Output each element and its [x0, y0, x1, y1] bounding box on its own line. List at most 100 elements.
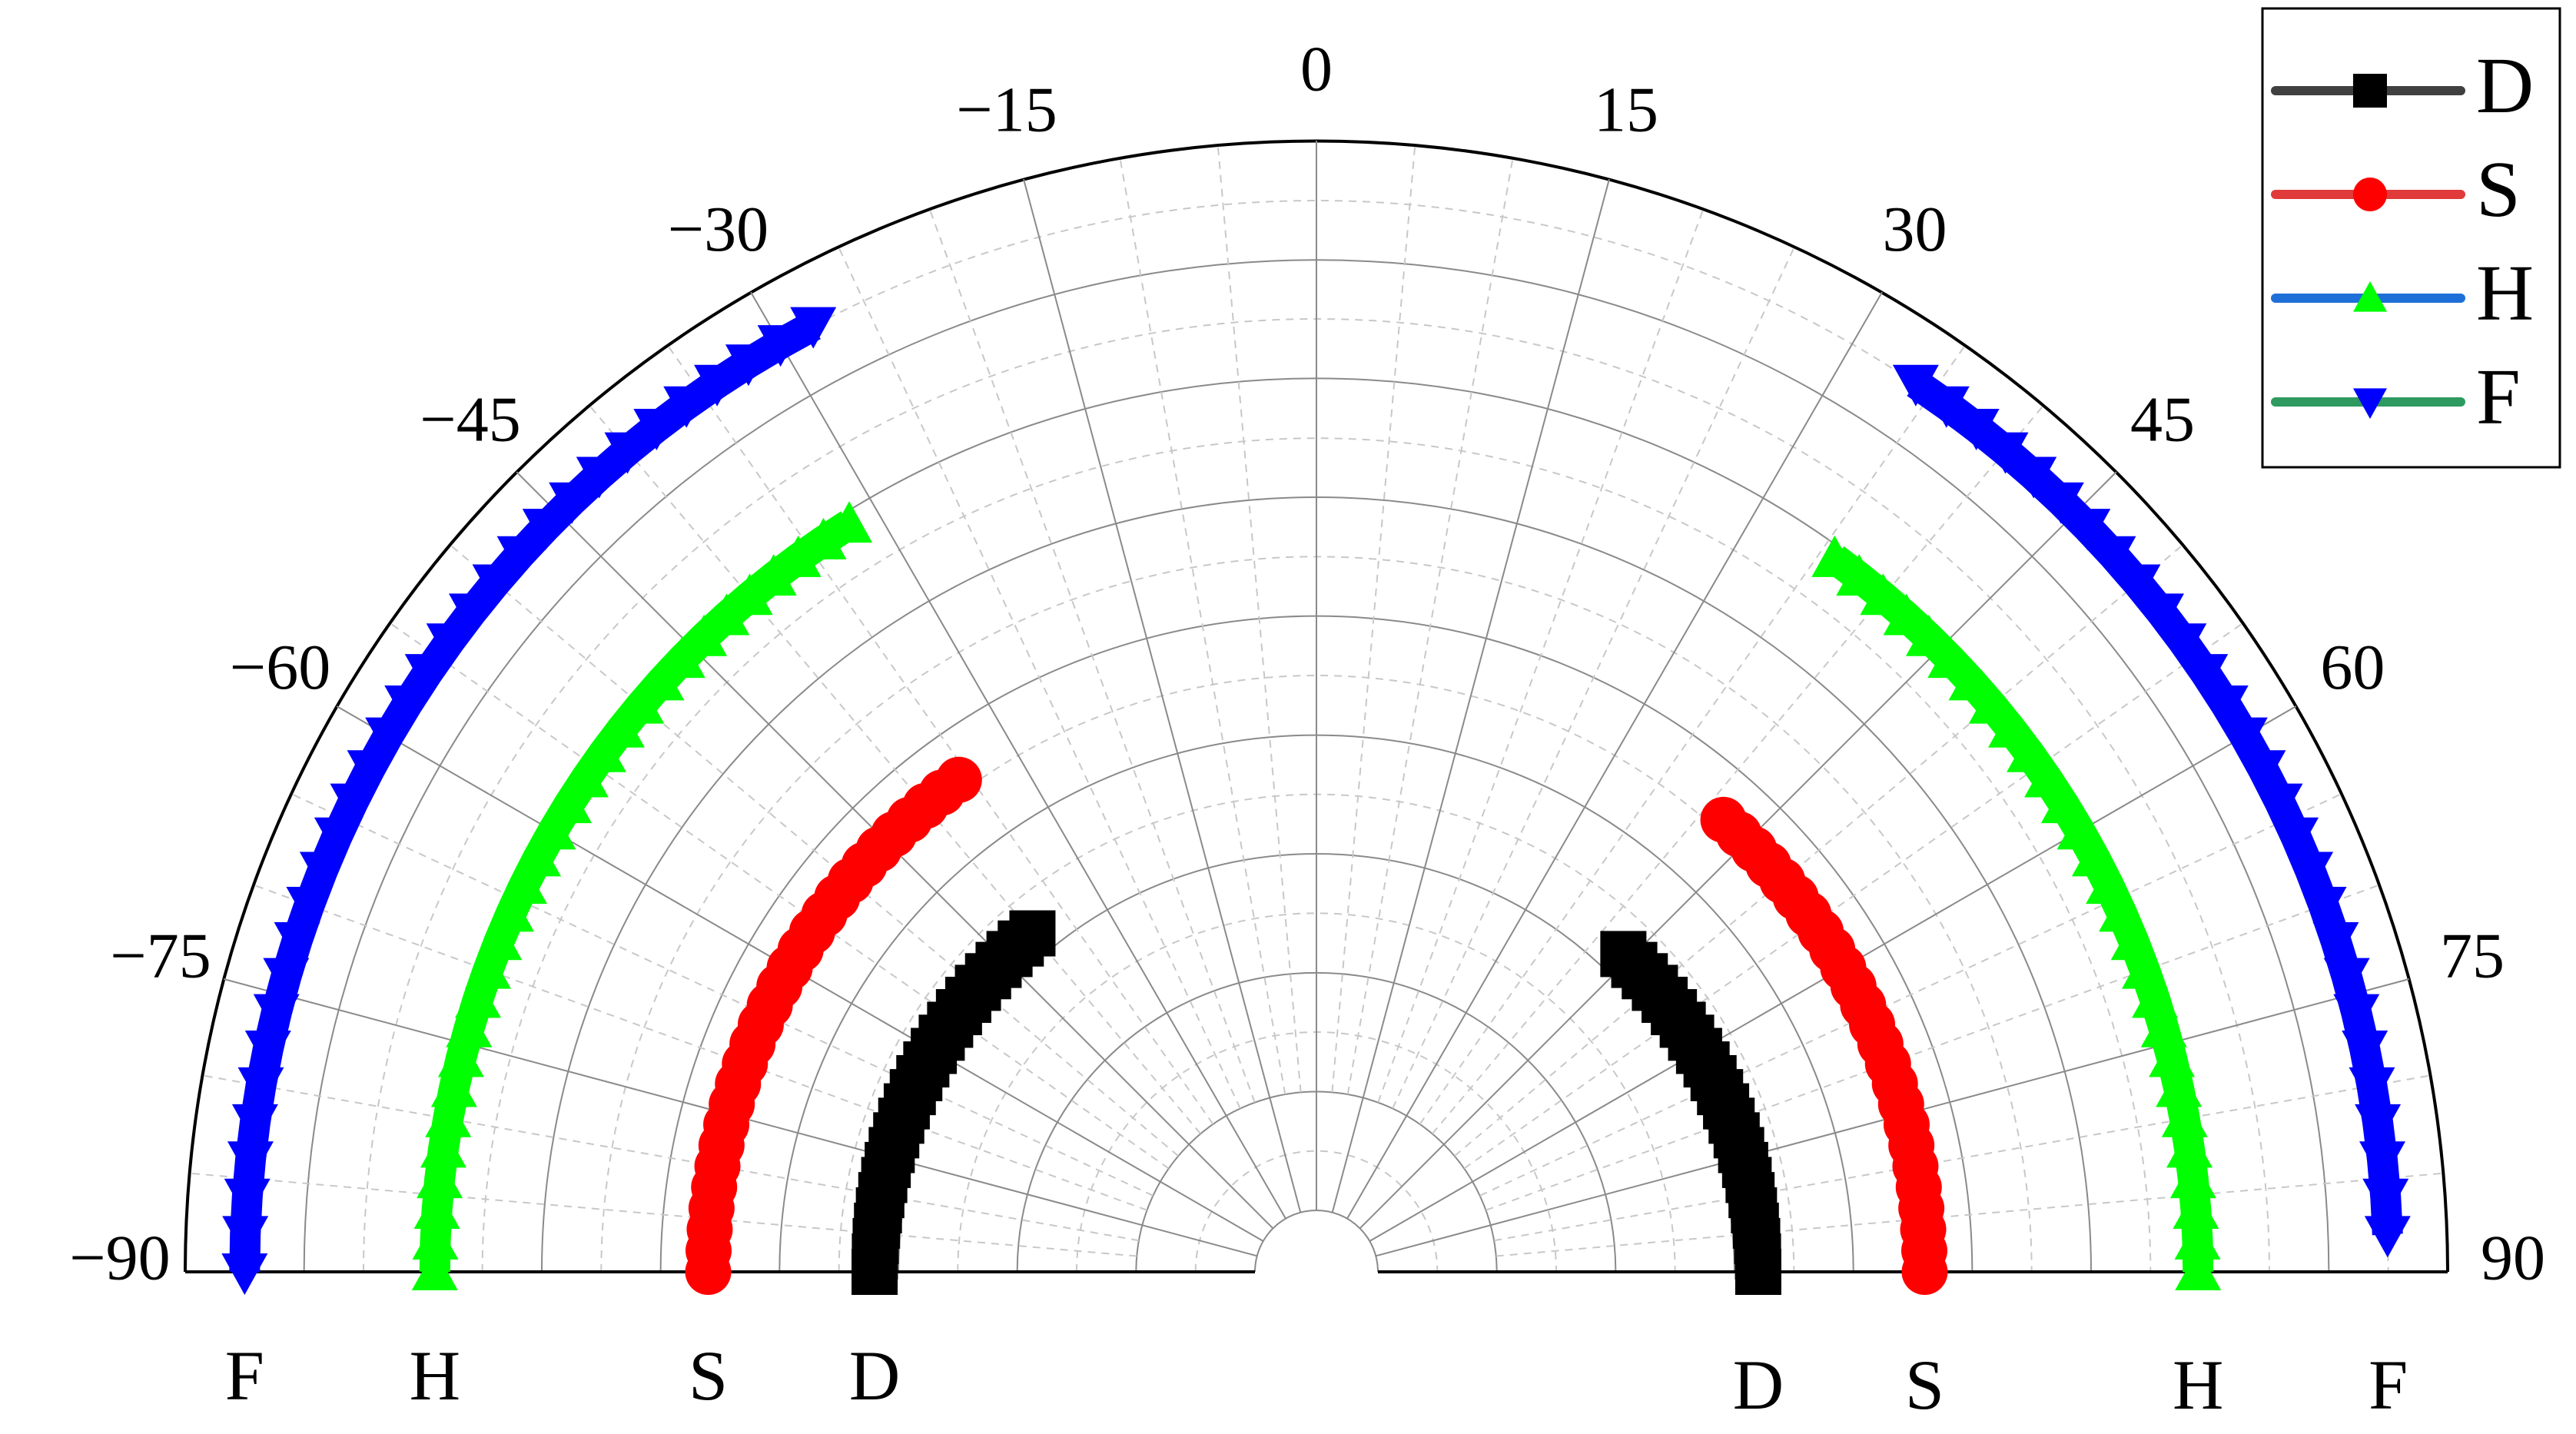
marker — [227, 1141, 274, 1183]
series-label: S — [1905, 1346, 1944, 1424]
marker — [529, 808, 576, 850]
marker — [404, 654, 451, 696]
series-label: H — [410, 1336, 460, 1415]
minor-grid-spoke — [1419, 344, 1967, 1125]
marker — [411, 1249, 458, 1290]
marker — [446, 1005, 493, 1047]
marker — [2333, 994, 2380, 1036]
marker — [2364, 1216, 2411, 1258]
marker — [2122, 947, 2169, 989]
marker — [472, 564, 519, 606]
marker — [725, 344, 772, 387]
marker — [2323, 958, 2370, 1000]
marker — [221, 1253, 268, 1295]
marker — [244, 1031, 291, 1073]
marker — [2161, 1095, 2208, 1137]
minor-grid-spoke — [1486, 884, 2380, 1211]
minor-grid-spoke — [389, 622, 1170, 1170]
marker — [681, 614, 728, 656]
marker — [522, 509, 569, 551]
marker — [1953, 408, 2000, 450]
theta-tick-label: 60 — [2320, 632, 2385, 703]
marker — [1948, 659, 1995, 701]
minor-grid-spoke — [189, 1172, 1137, 1257]
minor-grid-spoke — [666, 344, 1214, 1125]
marker — [2353, 281, 2387, 312]
marker — [1860, 573, 1907, 616]
marker — [800, 517, 847, 559]
marker — [1923, 386, 1970, 428]
marker — [286, 886, 333, 928]
series-label: F — [225, 1336, 264, 1415]
marker — [579, 730, 626, 772]
minor-grid-spoke — [1495, 1172, 2444, 1257]
legend-box — [2261, 7, 2561, 469]
theta-tick-label: 45 — [2130, 383, 2195, 455]
theta-tick-label: −90 — [69, 1222, 170, 1293]
marker — [263, 958, 310, 1000]
minor-grid-spoke — [1331, 144, 1416, 1093]
marker — [2349, 1067, 2395, 1109]
marker — [1927, 636, 1974, 679]
marker — [703, 593, 750, 636]
grid-spoke — [1023, 178, 1302, 1213]
theta-tick-label: −60 — [230, 632, 330, 703]
theta-tick-label: 90 — [2481, 1222, 2545, 1293]
theta-tick-label: 15 — [1594, 74, 1658, 145]
legend-label: S — [2476, 145, 2521, 234]
series-label: H — [2173, 1346, 2223, 1424]
marker — [663, 386, 710, 428]
marker — [2174, 1217, 2221, 1260]
marker — [496, 536, 543, 578]
marker — [1892, 364, 1939, 407]
marker — [549, 482, 596, 524]
marker — [2312, 922, 2359, 964]
marker — [2362, 1178, 2409, 1220]
marker — [638, 659, 685, 701]
marker — [487, 890, 534, 932]
marker — [2300, 886, 2347, 928]
marker — [2056, 808, 2103, 850]
minor-grid-spoke — [253, 884, 1147, 1211]
minor-grid-circle — [957, 912, 1676, 1273]
marker — [576, 456, 622, 499]
marker — [2353, 74, 2387, 108]
marker — [1901, 1249, 1948, 1295]
marker — [413, 1187, 460, 1229]
marker — [299, 851, 346, 894]
marker — [417, 1157, 463, 1199]
marker — [365, 717, 412, 759]
theta-tick-label: 0 — [1300, 33, 1333, 105]
marker — [314, 817, 360, 859]
grid-spoke — [1346, 291, 1883, 1220]
marker — [2353, 178, 2387, 211]
marker — [2037, 482, 2084, 524]
marker — [546, 782, 593, 824]
marker — [237, 1067, 284, 1109]
marker — [1883, 593, 1930, 636]
theta-tick-label: −15 — [956, 74, 1057, 145]
marker — [694, 364, 741, 407]
marker — [659, 636, 705, 679]
marker — [2010, 456, 2057, 499]
theta-tick-label: −30 — [668, 194, 768, 265]
marker — [412, 1217, 459, 1260]
marker — [476, 918, 523, 961]
series-label: S — [689, 1336, 728, 1415]
theta-tick-label: 75 — [2440, 920, 2505, 991]
minor-grid-spoke — [589, 404, 1201, 1134]
marker — [1009, 910, 1056, 957]
marker — [1836, 553, 1883, 596]
grid-spoke — [1331, 178, 1610, 1213]
minor-grid-spoke — [290, 792, 1154, 1197]
legend-label: D — [2476, 41, 2534, 130]
minor-grid-spoke — [1454, 544, 2184, 1157]
minor-grid-spoke — [1479, 792, 2342, 1197]
series-label: F — [2369, 1346, 2408, 1424]
marker — [826, 501, 873, 543]
marker — [562, 755, 609, 798]
marker — [224, 1178, 271, 1220]
series-label: D — [1733, 1346, 1784, 1424]
minor-grid-spoke — [928, 208, 1256, 1103]
